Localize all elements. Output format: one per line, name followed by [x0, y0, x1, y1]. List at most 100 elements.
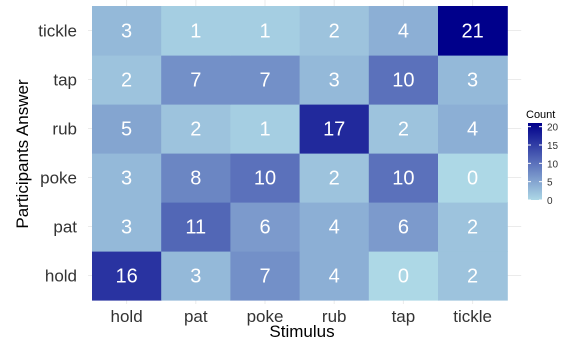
x-axis-ticks: hold pat poke rub tap tickle [111, 307, 492, 326]
cell-value-label: 3 [121, 217, 132, 239]
cell-value-label: 7 [259, 266, 270, 288]
heatmap-cell-rub-tickle [438, 104, 508, 154]
y-tick-label: tap [53, 71, 77, 90]
heatmap-cell-tickle-rub [299, 6, 370, 56]
heatmap-cell-tap-hold [92, 55, 162, 105]
heatmap-cell-rub-rub [299, 104, 370, 154]
cell-value-label: 3 [190, 266, 201, 288]
y-tick-label: poke [40, 169, 77, 188]
cell-value-label: 5 [121, 119, 132, 141]
heatmap-cell-poke-poke [230, 153, 301, 203]
cell-value-label: 3 [121, 21, 132, 43]
cell-value-label: 8 [190, 168, 201, 190]
cell-value-label: 11 [185, 217, 206, 239]
heatmap-cell-rub-pat [161, 104, 231, 154]
legend-tick-label: 15 [547, 141, 559, 152]
cell-value-label: 3 [329, 70, 340, 92]
cell-value-label: 0 [467, 168, 478, 190]
heatmap-cell-hold-tap [368, 251, 439, 301]
legend-tick-label: 10 [547, 159, 559, 170]
heatmap-cell-pat-tap [368, 202, 439, 252]
heatmap-cell-tap-poke [230, 55, 301, 105]
heatmap-cell-pat-rub [299, 202, 370, 252]
cell-value-label: 1 [259, 21, 270, 43]
cell-value-label: 2 [467, 266, 478, 288]
cell-value-label: 7 [259, 70, 270, 92]
heatmap-cells [92, 6, 508, 301]
cell-value-label: 2 [398, 119, 409, 141]
y-tick-label: pat [53, 218, 77, 237]
x-axis-title: Stimulus [269, 322, 334, 341]
heatmap-cell-poke-tickle [438, 153, 508, 203]
heatmap-cell-poke-pat [161, 153, 231, 203]
legend-tick-label: 20 [547, 123, 559, 134]
cell-value-label: 0 [398, 266, 409, 288]
cell-value-label: 21 [461, 21, 483, 43]
cell-value-label: 10 [254, 168, 276, 190]
cell-value-label: 1 [259, 119, 270, 141]
legend-tick-label: 0 [547, 196, 553, 207]
legend-tick-label: 5 [547, 178, 553, 189]
heatmap-cell-tickle-tickle [438, 6, 508, 56]
cell-value-label: 16 [115, 266, 137, 288]
x-tick-label: poke [247, 307, 284, 326]
legend-ticks: 0 5 10 15 20 [528, 123, 559, 207]
heatmap-cell-hold-rub [299, 251, 370, 301]
heatmap-cell-hold-tickle [438, 251, 508, 301]
cell-value-label: 17 [323, 119, 345, 141]
y-tick-label: rub [52, 120, 77, 139]
x-tick-label: pat [184, 307, 208, 326]
heatmap-cell-rub-hold [92, 104, 162, 154]
legend-title: Count [526, 109, 555, 121]
heatmap-cell-rub-poke [230, 104, 301, 154]
cell-value-label: 3 [467, 70, 478, 92]
heatmap-cell-poke-rub [299, 153, 370, 203]
heatmap-cell-pat-poke [230, 202, 301, 252]
heatmap-cell-hold-pat [161, 251, 231, 301]
cell-value-label: 10 [392, 168, 414, 190]
heatmap-cell-pat-hold [92, 202, 162, 252]
cell-value-label: 1 [190, 21, 201, 43]
cell-value-label: 4 [398, 21, 409, 43]
heatmap-cell-tap-tap [368, 55, 439, 105]
y-tick-label: hold [45, 267, 77, 286]
heatmap-cell-tickle-pat [161, 6, 231, 56]
cell-value-label: 2 [190, 119, 201, 141]
heatmap-cell-tap-tickle [438, 55, 508, 105]
heatmap-cell-hold-hold [92, 251, 162, 301]
cell-value-label: 3 [121, 168, 132, 190]
cell-value-label: 2 [121, 70, 132, 92]
cell-value-label: 4 [329, 266, 340, 288]
y-tick-label: tickle [38, 22, 77, 41]
y-axis-title: Participants Answer [13, 79, 32, 229]
cell-value-labels: 16 3 7 4 0 23 11 6 4 6 23 8 10 2 10 05 2 1 17 2 42 7 7 3 10 33 1 1 2… [115, 21, 483, 288]
cell-value-label: 4 [467, 119, 478, 141]
heatmap-cell-tickle-hold [92, 6, 162, 56]
cell-value-label: 2 [329, 168, 340, 190]
heatmap-cell-tickle-poke [230, 6, 301, 56]
color-legend: Count 0 5 10 15 20 [526, 109, 559, 207]
x-tick-label: tickle [453, 307, 492, 326]
x-tick-label: tap [392, 307, 416, 326]
x-tick-label: rub [322, 307, 347, 326]
cell-value-label: 10 [392, 70, 414, 92]
heatmap-cell-poke-hold [92, 153, 162, 203]
heatmap-cell-pat-tickle [438, 202, 508, 252]
cell-value-label: 4 [329, 217, 340, 239]
cell-value-label: 7 [190, 70, 201, 92]
cell-value-label: 6 [398, 217, 409, 239]
y-axis-ticks: hold pat poke rub tap tickle [38, 22, 77, 286]
legend-colorbar [528, 123, 542, 200]
heatmap-cell-tap-pat [161, 55, 231, 105]
heatmap-cell-pat-pat [161, 202, 231, 252]
heatmap-cell-hold-poke [230, 251, 301, 301]
heatmap-cell-tap-rub [299, 55, 370, 105]
cell-value-label: 6 [259, 217, 270, 239]
x-tick-label: hold [111, 307, 143, 326]
cell-value-label: 2 [467, 217, 478, 239]
cell-value-label: 2 [329, 21, 340, 43]
heatmap-cell-rub-tap [368, 104, 439, 154]
heatmap-cell-tickle-tap [368, 6, 439, 56]
